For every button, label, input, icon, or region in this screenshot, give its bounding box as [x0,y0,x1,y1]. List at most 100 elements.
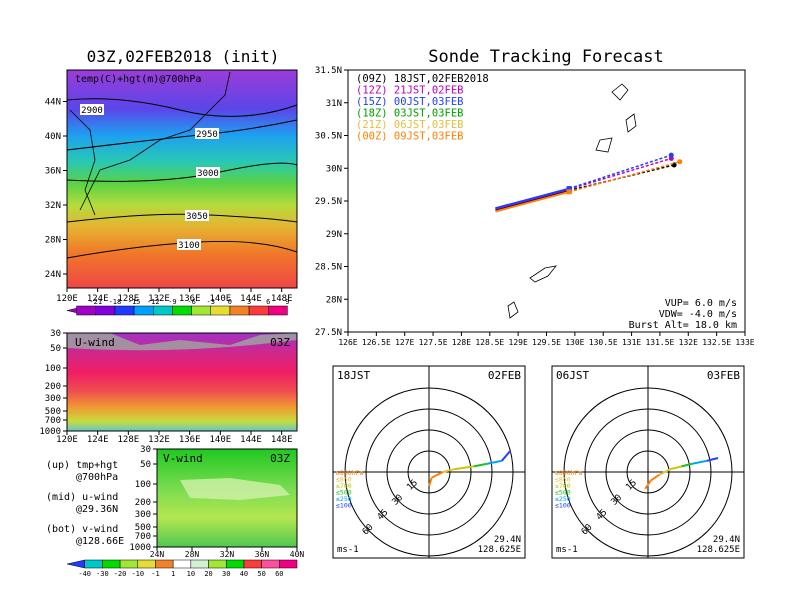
colorbar-tick-label: 6 [266,298,270,306]
level-legend-entry: ≤700 [555,482,571,490]
y-tick-label: 500 [45,407,61,417]
y-tick-label: 100 [45,364,61,374]
x-tick-label: 128E [117,294,139,304]
hodograph-lon: 128.625E [697,545,740,555]
legend-entry: (12Z) 21JST,02FEB [356,85,463,97]
level-legend-entry: ≤850 [555,476,571,484]
burst-marker [566,186,572,192]
colorbar-tick-label: 0 [228,298,232,306]
colorbar-segment [248,305,269,316]
track-descent-line [568,160,680,193]
track-islands [507,83,637,319]
track-descent-line [568,157,672,190]
ascent-rate: VUP= 6.0 m/s [665,298,737,309]
hodograph-segment [681,462,694,468]
landing-point [677,159,683,165]
x-tick-label: 120E [56,294,78,304]
y-tick-label: 32N [45,201,61,211]
side-note-mid-lat: @29.36N [76,504,118,515]
x-tick-label: 144E [240,435,262,445]
colorbar-segment [137,559,156,569]
u-wind-shading [67,333,297,351]
hodograph-trace [428,450,511,487]
contour-label-box [177,239,201,250]
y-tick-label: 40N [45,132,61,142]
colorbar-tick-label: -15 [128,298,141,306]
y-tick-label: 29N [326,230,342,240]
x-tick-label: 129E [509,338,528,347]
y-tick-label: 300 [45,394,61,404]
level-legend-entry: ≤850 [336,476,352,484]
hodograph-segment [658,468,671,476]
island-outline [625,113,637,133]
x-tick-label: 124E [87,435,109,445]
coastline [79,71,231,211]
u-wind-time: 03Z [270,336,290,349]
legend-entry: (15Z) 00JST,03FEB [356,96,463,108]
colorbar-tick-label: -40 [78,570,91,578]
side-note-mid: (mid) u-wind [46,492,118,503]
contour-label-box [80,104,104,115]
x-tick-label: 124E [87,294,109,304]
level-legend-entry: ≤500 [555,489,571,497]
y-tick-label: 200 [135,498,151,508]
level-legend-entry: ≤700 [336,482,352,490]
contour-label: 3000 [197,169,219,179]
y-tick-label: 31.5N [315,66,342,76]
colorbar-tick-label: -30 [96,570,109,578]
level-legend-entry: ≤250 [336,495,352,503]
v-wind-panel: V-wind 03Z [156,448,298,548]
colorbar-segment [210,305,231,316]
colorbar-tick-label: 1 [171,570,175,578]
hodograph-lat: 29.4N [494,535,521,545]
x-tick-label: 129.5E [532,338,561,347]
level-legend-entry: ≤100 [555,502,571,510]
y-tick-label: 30N [326,164,342,174]
hodograph-segment [644,479,652,490]
track-ascent-line [495,187,570,210]
colorbar-tick-label: 30 [222,570,230,578]
y-tick-label: 1000 [39,427,61,437]
colorbar-segment [279,559,298,569]
colorbar-tick-label: 50 [257,570,265,578]
colorbar-tick-label: 20 [204,570,212,578]
y-tick-label: 31N [326,99,342,109]
hodograph-segment [670,465,682,471]
track-descent-line [569,164,675,192]
colorbar-tick-label: -10 [131,570,144,578]
burst-altitude: Burst Alt= 18.0 km [629,320,737,331]
legend-entry: (09Z) 18JST,02FEB2018 [356,73,489,85]
track-series [495,152,683,213]
x-tick-label: 128.5E [475,338,504,347]
contour-label: 2900 [81,106,103,116]
colorbar-tick-label: -21 [89,298,102,306]
contour-label-box [195,128,219,139]
colorbar-segment [261,559,280,569]
x-tick-label: 132E [148,294,170,304]
x-tick-label: 36N [255,550,270,559]
temperature-field [67,70,297,288]
y-tick-label: 44N [45,98,61,108]
track-legend: (09Z) 18JST,02FEB2018(12Z) 21JST,02FEB(1… [356,73,489,143]
hodograph-segment [692,459,707,465]
x-tick-label: 148E [271,435,293,445]
hodograph-time: 06JST [556,369,589,382]
temperature-colorbar: -21 -18 -15 -12 -9 -6 -3 0 3 6 9 [66,298,290,316]
hodograph-segment [431,471,444,479]
height-contour [66,98,298,117]
x-tick-label: 28N [185,550,200,559]
colorbar-tick-label: 40 [240,570,248,578]
track-ascent-line [495,190,570,213]
track-x-axis: 126E 126.5E 127E 127.5E 128E 128.5E 129E 129.5E… [338,332,755,347]
hodograph-units: ms-1 [556,545,578,555]
legend-entry: (00Z) 09JST,03FEB [356,131,463,143]
temperature-map: 2900 2950 3000 3050 3100 temp(C)+hgt(m)@… [66,69,298,289]
y-tick-label: 300 [135,510,151,520]
x-tick-label: 130.5E [589,338,618,347]
x-tick-label: 131E [622,338,641,347]
y-tick-label: 100 [135,480,151,490]
x-tick-label: 136E [179,435,201,445]
colorbar-segment [155,559,174,569]
side-note-up: (up) tmp+hgt [46,460,118,471]
